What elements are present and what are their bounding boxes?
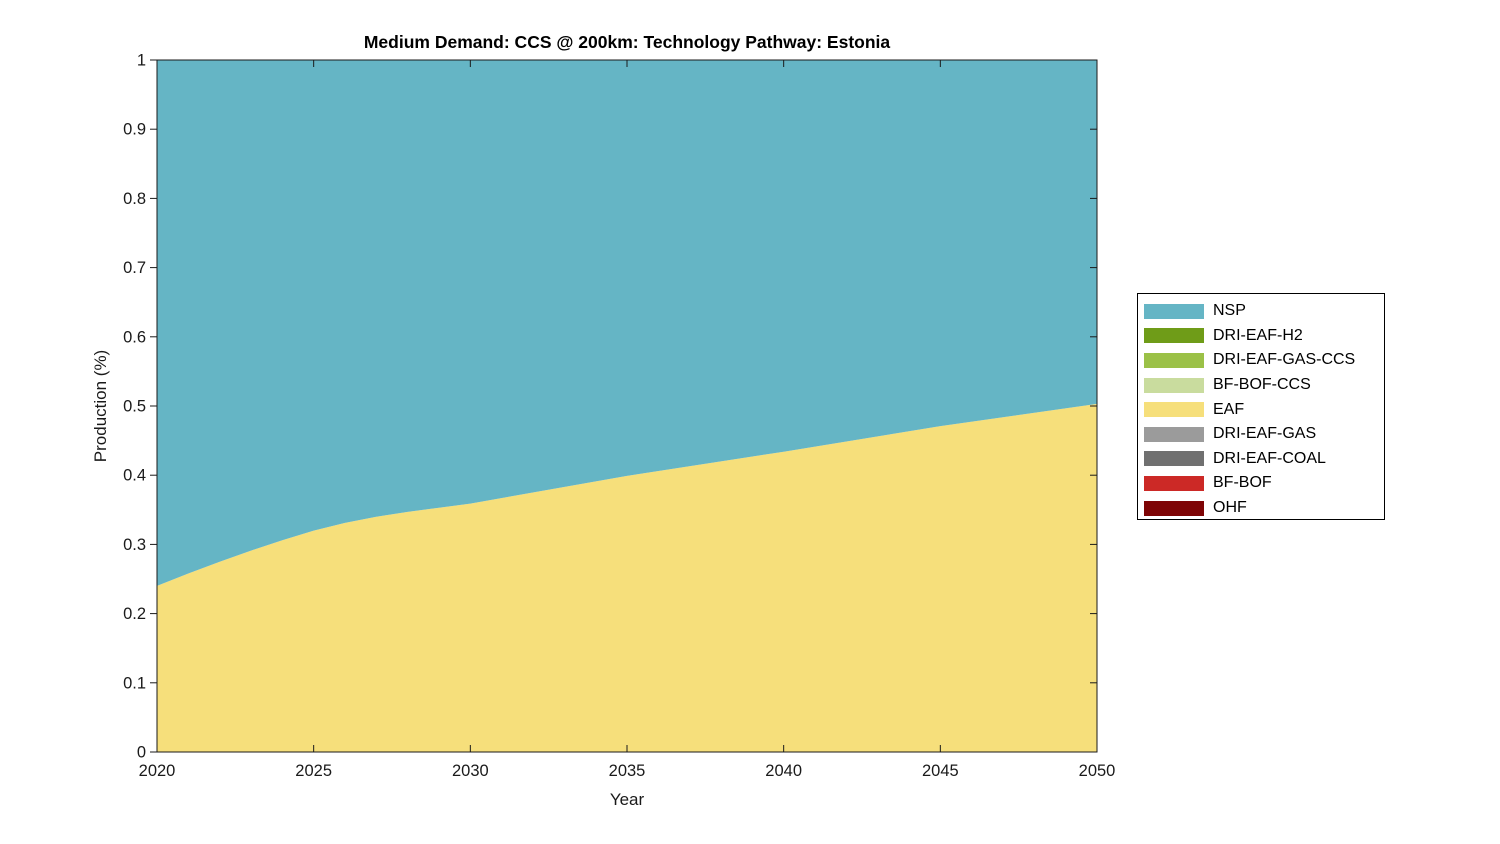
legend-label: EAF — [1213, 400, 1245, 418]
y-tick-label: 0.1 — [123, 674, 146, 692]
legend-swatch-OHF — [1144, 500, 1204, 516]
x-axis-label: Year — [609, 790, 645, 809]
legend-label: NSP — [1213, 302, 1246, 320]
x-tick-label: 2050 — [1079, 762, 1116, 780]
y-tick-label: 0.9 — [123, 121, 146, 139]
legend-row: OHF — [1144, 496, 1384, 521]
legend-swatch-DRI-EAF-GAS — [1144, 426, 1204, 442]
y-tick-label: 0.6 — [123, 328, 146, 346]
legend-label: DRI-EAF-GAS-CCS — [1213, 351, 1356, 369]
y-tick-label: 1 — [137, 52, 146, 70]
x-tick-label: 2035 — [609, 762, 646, 780]
legend-row: DRI-EAF-COAL — [1144, 447, 1384, 472]
legend-label: BF-BOF — [1213, 474, 1272, 492]
y-tick-label: 0.5 — [123, 398, 146, 416]
y-tick-label: 0.2 — [123, 605, 146, 623]
legend-row: DRI-EAF-H2 — [1144, 324, 1384, 349]
legend-swatch-DRI-EAF-H2 — [1144, 328, 1204, 344]
legend-label: OHF — [1213, 499, 1247, 517]
y-axis-label-text: Production (%) — [91, 349, 110, 463]
y-tick-label: 0.4 — [123, 467, 146, 485]
area-NSP — [157, 60, 1097, 586]
y-tick-label: 0.3 — [123, 536, 146, 554]
y-tick-label: 0.8 — [123, 190, 146, 208]
area-EAF — [157, 403, 1097, 752]
x-tick-label: 2040 — [765, 762, 802, 780]
legend-swatch-BF-BOF — [1144, 475, 1204, 491]
x-tick-label: 2030 — [452, 762, 489, 780]
legend-row: BF-BOF-CCS — [1144, 373, 1384, 398]
legend-label: DRI-EAF-GAS — [1213, 425, 1317, 443]
y-tick-label: 0 — [137, 744, 146, 762]
y-axis-label: Production (%) — [91, 294, 121, 462]
chart-title: Medium Demand: CCS @ 200km: Technology P… — [363, 32, 891, 52]
legend-swatch-EAF — [1144, 402, 1204, 418]
x-tick-label: 2025 — [295, 762, 332, 780]
legend-row: BF-BOF — [1144, 471, 1384, 496]
legend-label: BF-BOF-CCS — [1213, 376, 1311, 394]
x-tick-label: 2020 — [139, 762, 176, 780]
legend-box: NSP DRI-EAF-H2 DRI-EAF-GAS-CCS BF-BOF-CCS EA… — [1137, 293, 1385, 520]
y-tick-label: 0.7 — [123, 259, 146, 277]
legend-swatch-BF-BOF-CCS — [1144, 377, 1204, 393]
legend-row: EAF — [1144, 397, 1384, 422]
legend-label: DRI-EAF-COAL — [1213, 449, 1326, 467]
legend-row: DRI-EAF-GAS-CCS — [1144, 348, 1384, 373]
x-tick-label: 2045 — [922, 762, 959, 780]
legend-row: DRI-EAF-GAS — [1144, 422, 1384, 447]
legend-label: DRI-EAF-H2 — [1213, 326, 1303, 344]
legend-swatch-DRI-EAF-GAS-CCS — [1144, 352, 1204, 368]
legend-swatch-NSP — [1144, 303, 1204, 319]
legend-swatch-DRI-EAF-COAL — [1144, 451, 1204, 467]
legend-row: NSP — [1144, 299, 1384, 324]
